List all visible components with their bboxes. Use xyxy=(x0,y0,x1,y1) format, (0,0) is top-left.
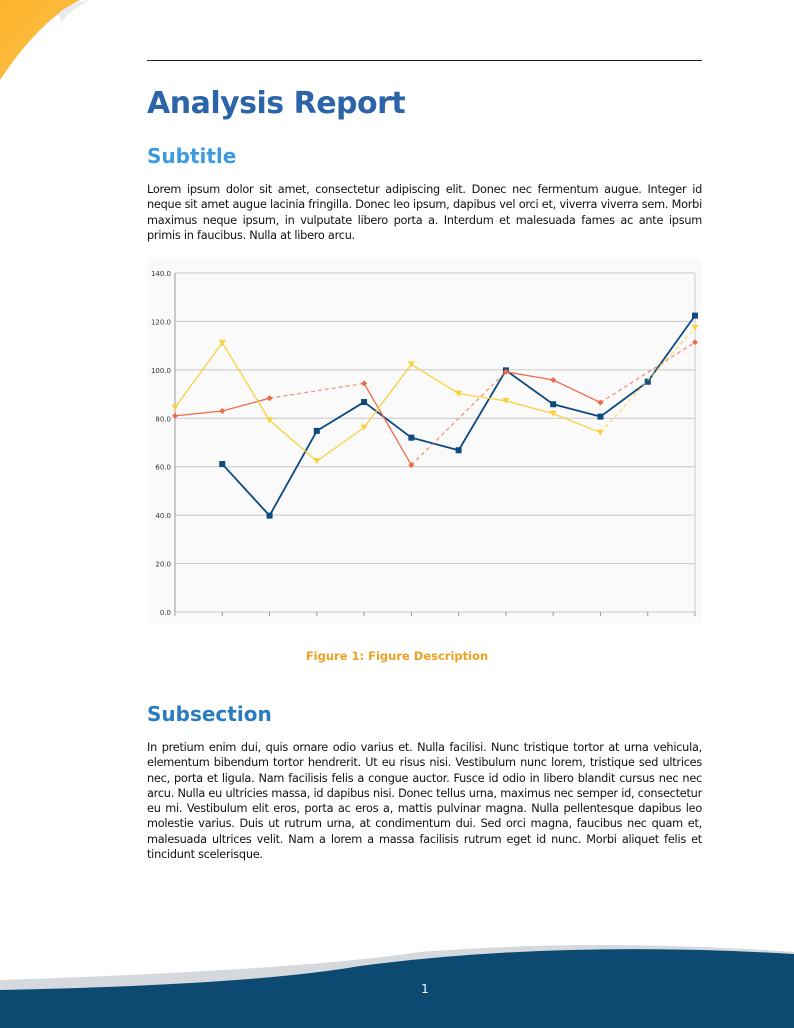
series-2-segment xyxy=(505,400,554,415)
series-1-point xyxy=(408,462,415,469)
series-1-point xyxy=(550,377,557,384)
line-chart: 0.0 20.0 40.0 60.0 80.0 100.0 120.0 140.0 xyxy=(147,258,702,623)
series-0-segment xyxy=(646,315,696,383)
series-2-point xyxy=(360,424,368,431)
series-0-point xyxy=(692,312,698,319)
series-0-point xyxy=(644,378,651,385)
series-1-segment xyxy=(222,397,270,412)
series-0-point xyxy=(219,461,226,468)
series-2-point xyxy=(407,361,415,368)
y-tick-label: 0.0 xyxy=(160,609,171,617)
series-0-segment xyxy=(599,380,649,418)
series-0-point xyxy=(455,447,462,454)
series-1-segment xyxy=(269,382,365,399)
series-1-point xyxy=(502,368,509,375)
series-1-point xyxy=(361,380,368,387)
series-2-point xyxy=(549,410,557,417)
series-1-point xyxy=(172,412,178,419)
series-1-segment xyxy=(363,383,412,466)
series-2-point xyxy=(691,324,699,331)
series-1-segment xyxy=(600,341,696,404)
y-tick-label: 140.0 xyxy=(151,270,171,278)
series-0-point xyxy=(361,399,368,406)
series-0-segment xyxy=(221,463,271,517)
series-0-segment xyxy=(363,401,412,439)
series-2-segment xyxy=(363,363,412,428)
figure-caption: Figure 1: Figure Description xyxy=(305,649,489,663)
series-0-point xyxy=(597,413,604,420)
series-2-point xyxy=(171,404,179,411)
series-2-segment xyxy=(269,419,318,462)
y-tick-label: 20.0 xyxy=(155,561,171,569)
series-2-point xyxy=(218,339,226,346)
subtitle-heading: Subtitle xyxy=(147,144,237,168)
series-1-point xyxy=(692,339,698,346)
series-2-segment xyxy=(552,413,601,434)
y-tick-label: 60.0 xyxy=(155,464,171,472)
series-0-segment xyxy=(411,436,459,452)
series-2-segment xyxy=(174,342,223,409)
series-2-point xyxy=(502,397,510,404)
series-0-segment xyxy=(505,369,554,405)
series-1-segment xyxy=(410,371,507,466)
series-2-segment xyxy=(599,327,696,434)
intro-paragraph: Lorem ipsum dolor sit amet, consectetur … xyxy=(147,183,702,242)
series-0-point xyxy=(266,512,273,519)
series-1-point xyxy=(266,395,273,402)
series-0-point xyxy=(313,427,320,434)
series-0-segment xyxy=(316,401,365,432)
page-number: 1 xyxy=(421,982,429,996)
y-tick-label: 80.0 xyxy=(155,415,171,423)
series-1-point xyxy=(597,399,604,406)
y-tick-label: 100.0 xyxy=(151,367,171,375)
series-2-point xyxy=(596,429,604,436)
series-2-segment xyxy=(411,363,459,395)
series-0-segment xyxy=(552,403,601,418)
y-tick-label: 120.0 xyxy=(151,318,171,326)
subsection-heading: Subsection xyxy=(147,702,272,726)
series-0-point xyxy=(550,401,557,408)
series-2-segment xyxy=(316,426,365,462)
corner-page-curl-decoration xyxy=(0,0,90,80)
y-tick-label: 40.0 xyxy=(155,512,171,520)
series-1-segment xyxy=(552,379,601,404)
series-0-segment xyxy=(457,369,507,451)
series-1-segment xyxy=(505,371,554,381)
footer-wave-decoration xyxy=(0,945,794,1028)
series-2-segment xyxy=(458,392,507,402)
series-0-point xyxy=(408,434,415,441)
series-0-segment xyxy=(268,430,318,517)
series-2-point xyxy=(313,458,321,465)
series-1-point xyxy=(219,408,226,415)
series-2-point xyxy=(455,390,463,397)
body-paragraph: In pretium enim dui, quis ornare odio va… xyxy=(147,741,702,862)
page-title: Analysis Report xyxy=(147,86,406,121)
series-2-point xyxy=(266,417,274,424)
series-2-segment xyxy=(221,342,271,421)
series-1-segment xyxy=(174,410,223,417)
header-rule xyxy=(147,60,702,61)
